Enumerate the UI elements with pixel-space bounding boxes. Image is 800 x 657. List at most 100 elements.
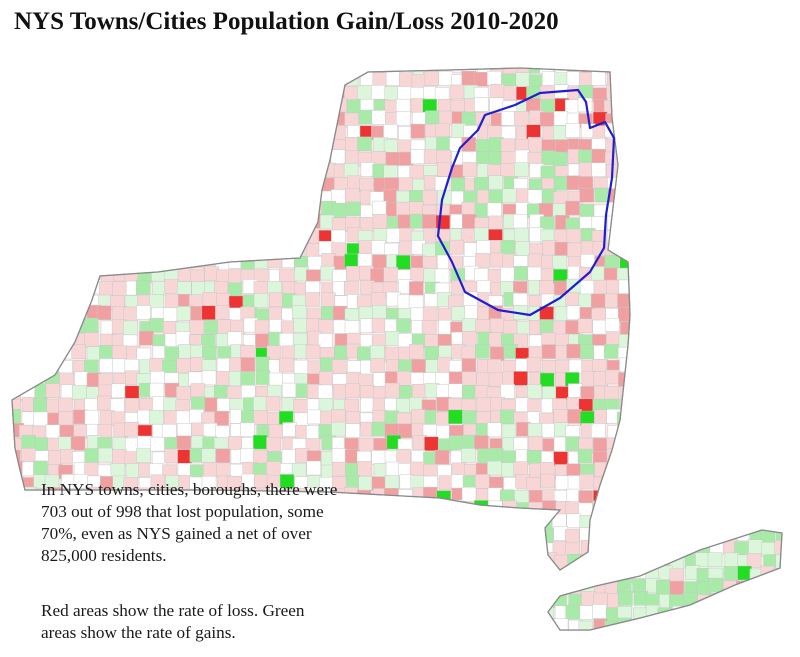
municipality-cell (659, 357, 674, 372)
municipality-cell (357, 346, 372, 361)
municipality-cell (684, 227, 699, 242)
municipality-cell (125, 254, 141, 270)
municipality-cell (540, 267, 556, 283)
municipality-cell (542, 631, 556, 645)
municipality-cell (683, 515, 698, 530)
municipality-cell (243, 151, 258, 167)
municipality-cell (22, 162, 37, 178)
caption-line: 70%, even as NYS gained a net of over (41, 524, 312, 543)
municipality-cell (265, 396, 281, 411)
municipality-cell (736, 605, 752, 621)
municipality-cell (697, 137, 713, 153)
municipality-cell (163, 397, 178, 412)
municipality-cell (788, 490, 800, 504)
municipality-cell (163, 123, 179, 139)
municipality-cell (331, 421, 346, 437)
municipality-cell (694, 304, 710, 320)
municipality-cell (397, 607, 413, 622)
municipality-cell (644, 87, 660, 102)
municipality-cell (139, 330, 154, 346)
municipality-cell (281, 253, 297, 268)
municipality-cell (73, 567, 88, 583)
municipality-cell (487, 460, 502, 476)
municipality-cell (424, 71, 440, 86)
municipality-cell (670, 371, 685, 386)
municipality-cell (422, 566, 438, 582)
municipality-cell (21, 371, 37, 387)
municipality-cell (694, 216, 710, 231)
municipality-cell (451, 605, 466, 621)
municipality-cell (411, 359, 426, 374)
municipality-cell (203, 97, 219, 113)
municipality-cell (98, 123, 113, 139)
municipality-cell (269, 137, 285, 152)
municipality-cell (747, 150, 763, 165)
municipality-cell (371, 421, 386, 437)
municipality-cell (72, 72, 87, 87)
municipality-cell (12, 357, 21, 372)
municipality-cell (529, 552, 544, 567)
municipality-cell (359, 555, 375, 570)
municipality-cell (632, 177, 648, 192)
municipality-cell (165, 226, 180, 242)
municipality-cell (790, 97, 800, 111)
municipality-cell (58, 241, 74, 256)
municipality-cell (164, 217, 179, 232)
municipality-cell (33, 437, 49, 452)
municipality-cell (749, 358, 765, 373)
municipality-cell (240, 422, 255, 437)
municipality-cell (370, 529, 386, 545)
municipality-cell (619, 538, 634, 554)
municipality-cell (215, 203, 230, 218)
municipality-cell (343, 486, 359, 502)
municipality-cell (149, 318, 164, 333)
municipality-cell (762, 474, 778, 489)
municipality-cell (736, 125, 752, 141)
municipality-cell (48, 239, 63, 255)
municipality-cell (736, 630, 750, 644)
municipality-cell (448, 409, 463, 425)
municipality-cell (670, 503, 685, 518)
municipality-cell (34, 85, 49, 101)
municipality-cell (46, 86, 61, 101)
municipality-cell (554, 579, 570, 594)
municipality-cell (112, 242, 128, 257)
municipality-cell (86, 110, 101, 125)
municipality-cell (620, 450, 635, 466)
municipality-cell (501, 462, 516, 478)
municipality-cell (606, 215, 622, 231)
municipality-cell (215, 188, 230, 203)
municipality-cell (790, 400, 800, 414)
municipality-cell (577, 97, 593, 113)
municipality-cell (332, 578, 347, 594)
municipality-cell (279, 204, 295, 219)
municipality-cell (737, 204, 753, 220)
municipality-cell (672, 190, 687, 205)
municipality-cell (516, 68, 531, 75)
municipality-cell (398, 634, 412, 648)
municipality-cell (436, 634, 450, 648)
municipality-cell (46, 308, 62, 323)
municipality-cell (12, 490, 24, 505)
municipality-cell (241, 165, 257, 181)
municipality-cell (255, 241, 270, 257)
municipality-cell (775, 590, 782, 606)
municipality-cell (685, 162, 700, 177)
municipality-cell (620, 228, 635, 244)
municipality-cell (737, 68, 753, 74)
municipality-cell (60, 579, 75, 594)
municipality-cell (541, 423, 557, 438)
municipality-cell (762, 68, 778, 77)
municipality-cell (48, 138, 63, 153)
municipality-cell (747, 217, 763, 233)
municipality-cell (71, 385, 87, 400)
municipality-cell (500, 239, 516, 255)
municipality-cell (100, 152, 116, 167)
municipality-cell (386, 566, 401, 581)
municipality-cell (476, 396, 492, 412)
municipality-cell (47, 280, 63, 296)
municipality-cell (670, 71, 686, 87)
municipality-cell (321, 99, 337, 115)
municipality-cell (12, 513, 24, 529)
municipality-cell (685, 422, 700, 437)
